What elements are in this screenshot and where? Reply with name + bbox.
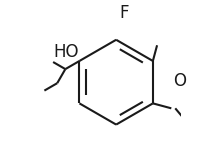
Text: O: O (173, 72, 186, 90)
Text: F: F (119, 4, 129, 22)
Text: HO: HO (53, 43, 79, 61)
